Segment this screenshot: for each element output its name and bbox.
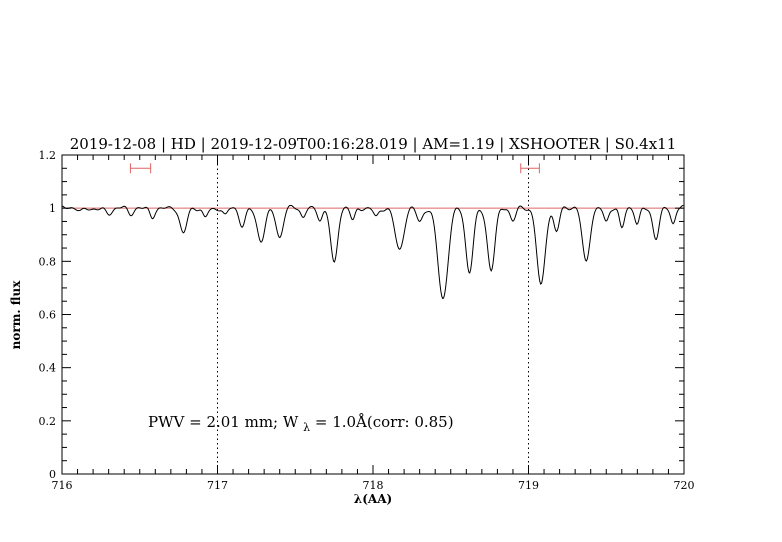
- pwv-annotation-suffix: = 1.0Å(corr: 0.85): [315, 413, 454, 431]
- y-tick-label: 1: [49, 202, 56, 215]
- x-tick-label: 718: [363, 479, 384, 492]
- x-tick-label: 717: [207, 479, 228, 492]
- pwv-annotation-prefix: PWV = 2.01 mm; W: [148, 413, 299, 431]
- y-axis-label: norm. flux: [9, 280, 23, 350]
- y-tick-label: 0.4: [39, 362, 57, 375]
- y-tick-label: 1.2: [39, 149, 57, 162]
- pwv-annotation-lambda-subscript: λ: [303, 421, 310, 434]
- y-tick-label: 0.2: [39, 415, 57, 428]
- x-axis-label: λ(AA): [354, 492, 392, 506]
- plot-generated-layer: 716 717 718 719 720 0 0.2 0.4 0.6 0.8 1 1.2: [39, 149, 695, 492]
- x-tick-label: 720: [674, 479, 695, 492]
- plot-frame: [61, 154, 685, 475]
- y-tick-label: 0.6: [39, 309, 57, 322]
- x-tick-label: 719: [518, 479, 539, 492]
- x-tick-label: 716: [52, 479, 73, 492]
- pwv-annotation: PWV = 2.01 mm; W λ = 1.0Å(corr: 0.85): [148, 413, 454, 435]
- plot-title: 2019-12-08 | HD | 2019-12-09T00:16:28.01…: [70, 135, 677, 153]
- y-tick-label: 0: [49, 468, 56, 481]
- spectrum-path: [61, 205, 684, 300]
- y-tick-label: 0.8: [39, 255, 57, 268]
